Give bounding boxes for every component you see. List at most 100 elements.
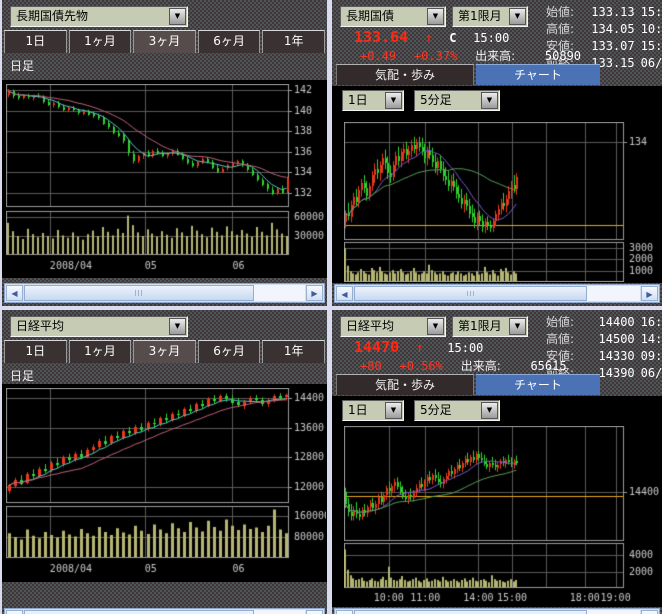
scrollbar-track[interactable] [587, 286, 640, 301]
price-chart-canvas [6, 84, 326, 273]
scroll-thumb[interactable] [24, 610, 254, 614]
quote-open-label: 始値: [546, 5, 575, 19]
instrument-dropdown[interactable]: 長期国債先物 ▼ [10, 6, 188, 27]
scroll-left-button[interactable]: ◀ [336, 610, 353, 614]
quote-low-value: 133.07 [591, 39, 635, 53]
period-tab-3month[interactable]: 3ヶ月 [133, 30, 196, 53]
chevron-down-icon[interactable]: ▼ [509, 318, 526, 335]
scroll-left-button[interactable]: ◀ [336, 286, 353, 301]
period-tab-6month[interactable]: 6ヶ月 [197, 340, 261, 363]
contract-month-dropdown[interactable]: 第1限月 ▼ [452, 6, 528, 27]
quote-prevclose-time: 06/ [640, 366, 662, 380]
chevron-down-icon[interactable]: ▼ [169, 318, 186, 335]
instrument-dropdown-value: 日経平均 [16, 319, 65, 333]
scrollbar-track[interactable] [253, 610, 305, 614]
chevron-down-icon[interactable]: ▼ [169, 8, 186, 25]
price-chart-canvas [6, 388, 326, 576]
scroll-right-button[interactable]: ▶ [306, 285, 323, 301]
scroll-left-button[interactable]: ◀ [6, 285, 23, 301]
chevron-down-icon[interactable]: ▼ [385, 402, 402, 419]
quote-open-time: 16: [640, 315, 662, 329]
panel-nikkei-intraday: 日経平均 ▼ 第1限月 ▼ 始値: 14400 16: 高値: 14500 14… [332, 310, 662, 614]
day-count-dropdown[interactable]: 1日 ▼ [342, 90, 404, 111]
view-tab-bar: 気配・歩み チャート [332, 64, 662, 86]
period-tab-1year[interactable]: 1年 [262, 340, 325, 363]
quote-low-row: 安値: 14330 09: [546, 348, 662, 365]
scroll-right-button[interactable]: ▶ [641, 286, 658, 301]
chevron-down-icon[interactable]: ▼ [481, 92, 498, 109]
change-value: +0.49 [360, 49, 397, 63]
period-tab-6month[interactable]: 6ヶ月 [197, 30, 261, 53]
quote-high-label: 高値: [546, 332, 575, 346]
quote-low-row: 安値: 133.07 15: [546, 38, 662, 55]
last-price-row: 133.64 ↑ C 15:00 [354, 27, 509, 46]
tab-chart[interactable]: チャート [476, 64, 600, 85]
quote-prevclose-time: 06/ [640, 56, 662, 70]
instrument-dropdown[interactable]: 日経平均 ▼ [10, 316, 188, 337]
contract-month-value: 第1限月 [458, 319, 502, 333]
quote-high-value: 134.05 [591, 22, 635, 36]
h-scrollbar[interactable]: ◀ ▶ [4, 283, 325, 303]
chevron-down-icon[interactable]: ▼ [427, 318, 444, 335]
panel-jgb-intraday: 長期国債 ▼ 第1限月 ▼ 始値: 133.13 15: 高値: 134.05 … [332, 0, 662, 306]
scroll-thumb[interactable] [24, 285, 254, 301]
change-percent: +0.37% [413, 49, 458, 63]
scroll-thumb[interactable] [354, 286, 588, 301]
h-scrollbar[interactable]: ◀ ▶ [334, 284, 660, 303]
day-count-value: 1日 [348, 93, 368, 107]
tab-quote-board[interactable]: 気配・歩み [336, 64, 474, 85]
period-tab-3month[interactable]: 3ヶ月 [133, 340, 196, 363]
up-arrow-icon: ↑ [415, 341, 424, 356]
quote-summary: 始値: 14400 16: 高値: 14500 14: 安値: 14330 09… [546, 314, 662, 382]
last-price: 133.64 [354, 28, 409, 46]
price-chart-canvas [344, 426, 659, 604]
contract-month-value: 第1限月 [458, 9, 502, 23]
chevron-down-icon[interactable]: ▼ [427, 8, 444, 25]
period-tab-1year[interactable]: 1年 [262, 30, 325, 53]
period-tab-1day[interactable]: 1日 [4, 340, 67, 363]
volume-label: 出来高: [475, 49, 516, 63]
period-tab-1month[interactable]: 1ヶ月 [68, 30, 132, 53]
change-row: +0.49 +0.37% 出来高: 50890 [360, 47, 581, 64]
quote-high-value: 14500 [598, 332, 635, 346]
volume-value: 50890 [544, 49, 582, 63]
instrument-dropdown[interactable]: 長期国債 ▼ [340, 6, 446, 27]
instrument-dropdown-value: 日経平均 [346, 319, 395, 333]
quote-prevclose-value: 14390 [598, 366, 635, 380]
bar-interval-dropdown[interactable]: 5分足 ▼ [414, 90, 500, 111]
h-scrollbar[interactable]: ◀ ▶ [4, 608, 325, 614]
chevron-down-icon[interactable]: ▼ [481, 402, 498, 419]
quote-open-label: 始値: [546, 315, 575, 329]
change-percent: +0.56% [399, 359, 443, 373]
scroll-left-button[interactable]: ◀ [6, 610, 23, 614]
scroll-thumb[interactable] [354, 610, 588, 614]
quote-low-label: 安値: [546, 39, 575, 53]
scrollbar-track[interactable] [587, 610, 640, 614]
scrollbar-track[interactable] [253, 285, 305, 301]
tab-quote-board[interactable]: 気配・歩み [336, 374, 474, 395]
day-count-dropdown[interactable]: 1日 ▼ [342, 400, 404, 421]
quote-high-time: 14: [640, 332, 662, 346]
quote-high-row: 高値: 14500 14: [546, 331, 662, 348]
quote-high-time: 10: [640, 22, 662, 36]
scroll-right-button[interactable]: ▶ [641, 610, 658, 614]
panel-jgb-futures-daily: 長期国債先物 ▼ 1日 1ヶ月 3ヶ月 6ヶ月 1年 日足 ◀ ▶ [2, 0, 327, 306]
instrument-dropdown-value: 長期国債先物 [16, 9, 89, 23]
period-tab-bar: 1日 1ヶ月 3ヶ月 6ヶ月 1年 [4, 340, 325, 363]
h-scrollbar[interactable]: ◀ ▶ [334, 608, 660, 614]
chevron-down-icon[interactable]: ▼ [509, 8, 526, 25]
period-tab-1day[interactable]: 1日 [4, 30, 67, 53]
tab-chart[interactable]: チャート [476, 374, 600, 395]
quote-open-value: 14400 [598, 315, 635, 329]
contract-month-dropdown[interactable]: 第1限月 ▼ [452, 316, 528, 337]
instrument-dropdown[interactable]: 日経平均 ▼ [340, 316, 446, 337]
last-price-time: 15:00 [473, 31, 510, 45]
chart-type-label: 日足 [10, 59, 35, 73]
chevron-down-icon[interactable]: ▼ [385, 92, 402, 109]
quote-low-value: 14330 [598, 349, 635, 363]
period-tab-1month[interactable]: 1ヶ月 [68, 340, 132, 363]
session-flag: C [449, 31, 457, 45]
scroll-right-button[interactable]: ▶ [306, 610, 323, 614]
up-arrow-icon: ↑ [424, 31, 433, 46]
bar-interval-dropdown[interactable]: 5分足 ▼ [414, 400, 500, 421]
